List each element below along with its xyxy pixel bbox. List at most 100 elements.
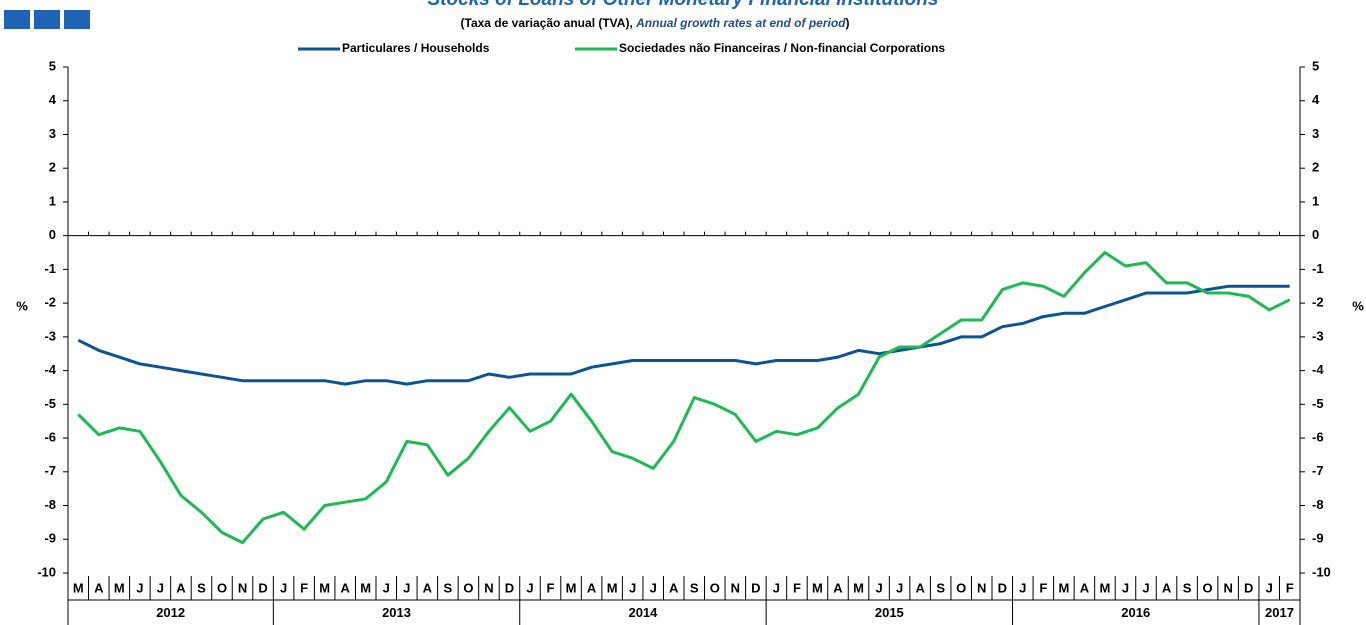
subtitle-pt: (Taxa de variação anual (TVA), <box>461 16 633 30</box>
x-tick-label: O <box>217 580 227 595</box>
x-tick-label: D <box>751 580 760 595</box>
y2-tick-label: 1 <box>1312 193 1319 208</box>
x-tick-label: F <box>1286 580 1294 595</box>
y-tick-label: -8 <box>44 497 56 512</box>
x-tick-label: M <box>360 580 371 595</box>
x-tick-label: M <box>566 580 577 595</box>
series-line <box>77 251 1291 545</box>
x-tick-label: N <box>238 580 247 595</box>
y-tick-label: -10 <box>37 564 56 579</box>
x-tick-label: M <box>114 580 125 595</box>
x-tick-label: N <box>731 580 740 595</box>
x-tick-label: M <box>319 580 330 595</box>
subtitle: (Taxa de variação anual (TVA), Annual gr… <box>461 16 850 30</box>
x-tick-label: J <box>1142 580 1149 595</box>
x-tick-label: D <box>505 580 514 595</box>
y-axis-label: % <box>16 298 28 313</box>
y2-tick-label: -2 <box>1312 295 1324 310</box>
x-tick-label: S <box>936 580 945 595</box>
x-tick-label: S <box>690 580 699 595</box>
y2-tick-label: 3 <box>1312 126 1319 141</box>
y2-tick-label: -5 <box>1312 396 1324 411</box>
x-tick-label: O <box>710 580 720 595</box>
y-tick-label: 3 <box>49 126 56 141</box>
x-tick-label: J <box>1122 580 1129 595</box>
y2-tick-label: 5 <box>1312 58 1319 73</box>
x-tick-label: M <box>1058 580 1069 595</box>
x-tick-label: F <box>1039 580 1047 595</box>
year-label: 2014 <box>628 605 658 620</box>
x-tick-label: A <box>669 580 679 595</box>
y2-tick-label: 0 <box>1312 227 1319 242</box>
x-tick-label: A <box>833 580 843 595</box>
x-tick-label: F <box>793 580 801 595</box>
y-tick-label: -6 <box>44 430 56 445</box>
y-tick-label: 4 <box>49 92 57 107</box>
x-tick-label: A <box>341 580 351 595</box>
x-tick-label: F <box>300 580 308 595</box>
y2-tick-label: -1 <box>1312 261 1324 276</box>
logo <box>4 10 90 29</box>
x-tick-label: M <box>853 580 864 595</box>
x-tick-label: O <box>956 580 966 595</box>
subtitle-en: Annual growth rates at end of period <box>635 16 846 30</box>
y-tick-label: 2 <box>49 160 56 175</box>
y-tick-label: -5 <box>44 396 56 411</box>
x-tick-label: S <box>444 580 453 595</box>
y2-tick-label: -8 <box>1312 497 1324 512</box>
y2-axis-label: % <box>1352 298 1364 313</box>
x-tick-label: J <box>526 580 533 595</box>
y-tick-label: -1 <box>44 261 56 276</box>
y-tick-label: -2 <box>44 295 56 310</box>
x-tick-label: D <box>258 580 267 595</box>
y2-tick-label: -9 <box>1312 531 1324 546</box>
y2-tick-label: 2 <box>1312 160 1319 175</box>
chart-title: Stocks of Loans of Other Monetary Financ… <box>428 0 939 10</box>
x-tick-label: J <box>650 580 657 595</box>
x-tick-label: J <box>773 580 780 595</box>
x-tick-label: J <box>136 580 143 595</box>
x-tick-label: A <box>1162 580 1172 595</box>
x-tick-label: O <box>463 580 473 595</box>
x-tick-label: A <box>1080 580 1090 595</box>
x-tick-label: F <box>547 580 555 595</box>
year-label: 2017 <box>1265 605 1294 620</box>
x-tick-label: D <box>998 580 1007 595</box>
y2-tick-label: -4 <box>1312 362 1324 377</box>
y-tick-label: -9 <box>44 531 56 546</box>
x-tick-label: M <box>607 580 618 595</box>
y2-tick-label: -7 <box>1312 463 1324 478</box>
year-label: 2013 <box>382 605 411 620</box>
x-tick-label: N <box>484 580 493 595</box>
y-tick-label: -4 <box>44 362 56 377</box>
x-tick-label: A <box>94 580 104 595</box>
y-tick-label: 0 <box>49 227 56 242</box>
y2-tick-label: -10 <box>1312 564 1331 579</box>
y2-tick-label: -6 <box>1312 430 1324 445</box>
x-tick-label: O <box>1203 580 1213 595</box>
x-tick-label: A <box>423 580 433 595</box>
y-tick-label: 1 <box>49 193 56 208</box>
x-tick-label: J <box>1266 580 1273 595</box>
y-tick-label: -7 <box>44 463 56 478</box>
x-tick-label: J <box>629 580 636 595</box>
x-tick-label: S <box>197 580 206 595</box>
x-tick-label: N <box>1223 580 1232 595</box>
subtitle-end: ) <box>845 16 849 30</box>
x-tick-label: J <box>896 580 903 595</box>
x-tick-label: J <box>280 580 287 595</box>
x-tick-label: J <box>1019 580 1026 595</box>
year-label: 2015 <box>875 605 904 620</box>
x-tick-label: J <box>875 580 882 595</box>
x-tick-label: J <box>403 580 410 595</box>
x-tick-label: J <box>383 580 390 595</box>
x-tick-label: A <box>587 580 597 595</box>
x-tick-label: M <box>73 580 84 595</box>
x-tick-label: A <box>176 580 186 595</box>
legend-label: Sociedades não Financeiras / Non-financi… <box>619 41 945 55</box>
x-tick-label: A <box>915 580 925 595</box>
x-tick-label: J <box>157 580 164 595</box>
year-label: 2012 <box>156 605 185 620</box>
year-label: 2016 <box>1121 605 1150 620</box>
